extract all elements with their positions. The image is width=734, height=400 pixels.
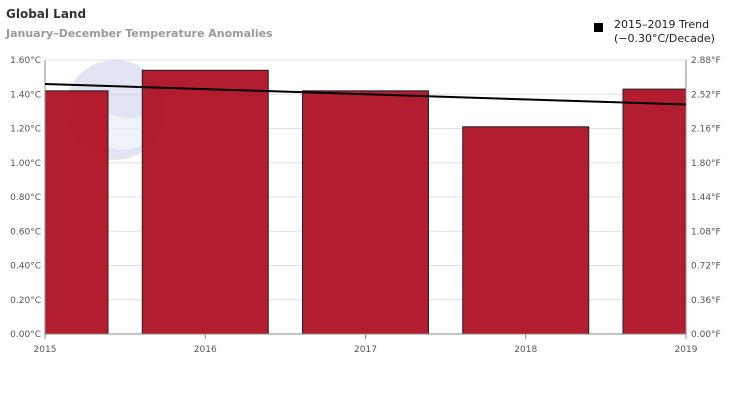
bar-2019[interactable] <box>622 88 734 334</box>
y-tick-label-left: 1.60°C <box>10 56 41 66</box>
bar-2016[interactable] <box>141 69 269 334</box>
chart-title: Global Land <box>6 7 87 21</box>
bar-2015[interactable] <box>0 90 109 334</box>
x-tick-label: 2018 <box>514 345 537 355</box>
x-tick-label: 2019 <box>675 345 698 355</box>
bars-group <box>0 69 734 334</box>
y-tick-label-left: 0.80°C <box>10 193 41 203</box>
bar-2017[interactable] <box>302 90 429 334</box>
y-tick-label-left: 0.00°C <box>10 330 41 340</box>
y-tick-label-right: 1.44°F <box>691 193 721 203</box>
trend-line[interactable] <box>44 82 687 106</box>
y-tick-label-right: 0.00°F <box>691 330 721 340</box>
bar-2018[interactable] <box>462 126 590 334</box>
y-tick-label-right: 1.08°F <box>691 227 721 237</box>
y-tick-label-left: 0.40°C <box>10 262 41 272</box>
y-tick-label-right: 0.36°F <box>691 296 721 306</box>
x-tick-label: 2015 <box>34 345 57 355</box>
chart-subtitle: January–December Temperature Anomalies <box>6 27 273 40</box>
y-tick-label-left: 1.00°C <box>10 159 41 169</box>
y-tick-label-left: 1.20°C <box>10 125 41 135</box>
y-tick-label-right: 2.16°F <box>691 125 721 135</box>
y-tick-label-right: 2.52°F <box>691 90 721 100</box>
y-tick-label-left: 0.20°C <box>10 296 41 306</box>
x-tick-label: 2016 <box>194 345 217 355</box>
y-tick-label-right: 0.72°F <box>691 262 721 272</box>
y-tick-label-right: 1.80°F <box>691 159 721 169</box>
y-tick-label-left: 0.60°C <box>10 227 41 237</box>
legend-trend-rate: (−0.30°C/Decade) <box>614 32 715 45</box>
y-tick-label-right: 2.88°F <box>691 56 721 66</box>
legend-trend-swatch <box>594 23 603 32</box>
y-tick-label-left: 1.40°C <box>10 90 41 100</box>
x-tick-label: 2017 <box>354 345 377 355</box>
legend-trend-label: 2015–2019 Trend <box>614 18 710 31</box>
